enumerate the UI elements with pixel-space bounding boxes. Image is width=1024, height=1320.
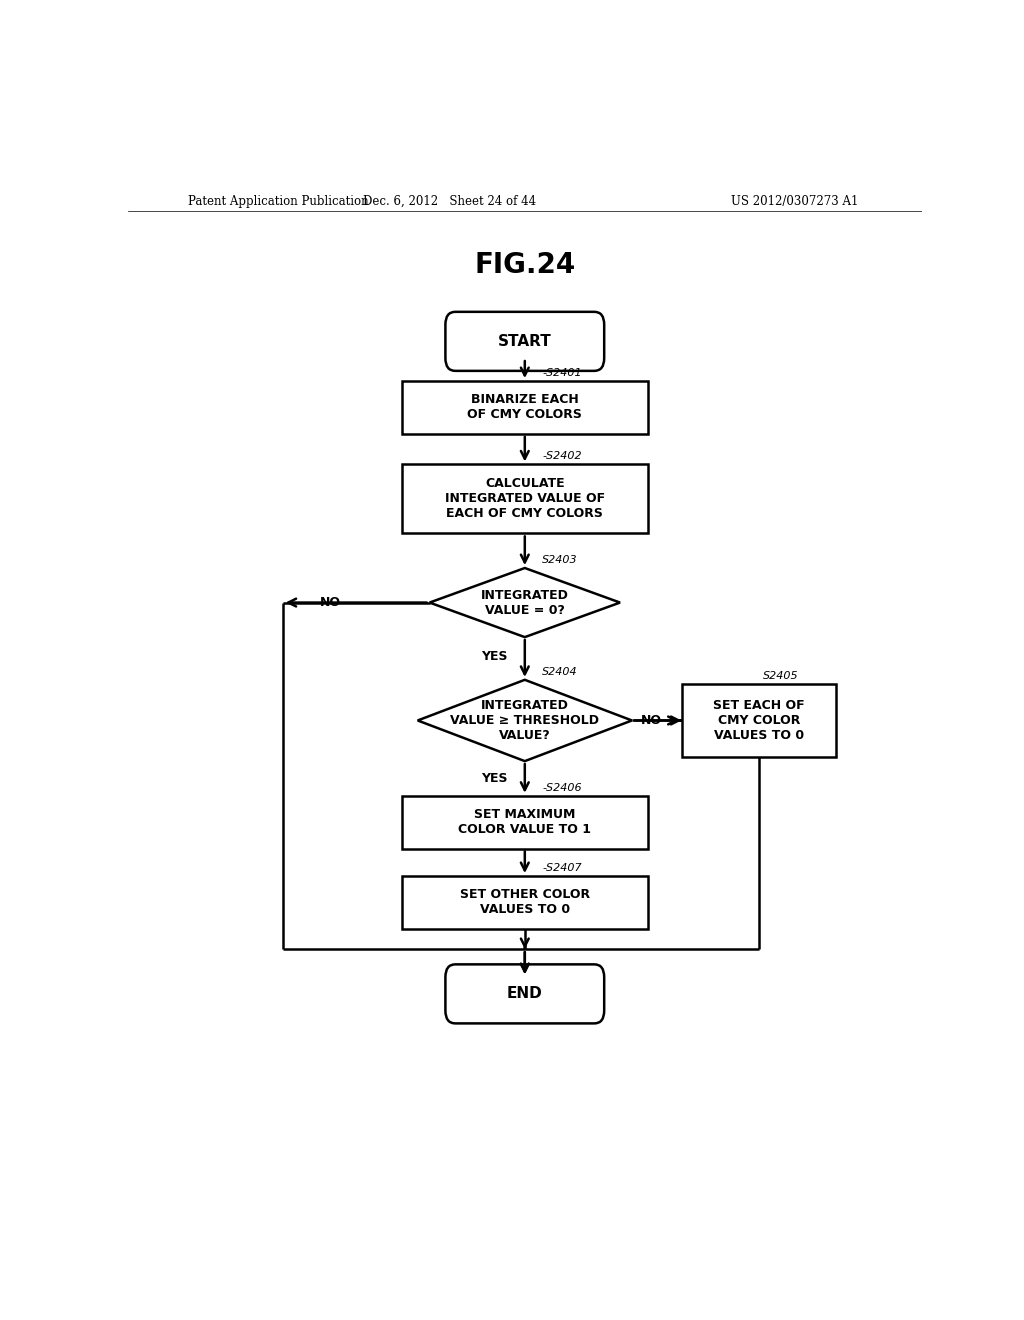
FancyBboxPatch shape bbox=[445, 965, 604, 1023]
Text: FIG.24: FIG.24 bbox=[474, 251, 575, 279]
FancyBboxPatch shape bbox=[445, 312, 604, 371]
Polygon shape bbox=[418, 680, 632, 762]
Text: -S2407: -S2407 bbox=[543, 863, 582, 873]
Text: -S2402: -S2402 bbox=[543, 451, 582, 461]
Text: YES: YES bbox=[481, 649, 508, 663]
Text: INTEGRATED
VALUE = 0?: INTEGRATED VALUE = 0? bbox=[481, 589, 568, 616]
Bar bbox=[401, 465, 648, 533]
Text: YES: YES bbox=[481, 772, 508, 785]
Text: SET OTHER COLOR
VALUES TO 0: SET OTHER COLOR VALUES TO 0 bbox=[460, 888, 590, 916]
Text: Patent Application Publication: Patent Application Publication bbox=[187, 194, 369, 207]
Text: NO: NO bbox=[319, 597, 341, 609]
Text: SET MAXIMUM
COLOR VALUE TO 1: SET MAXIMUM COLOR VALUE TO 1 bbox=[459, 808, 591, 836]
Text: -S2401: -S2401 bbox=[543, 368, 582, 378]
Text: US 2012/0307273 A1: US 2012/0307273 A1 bbox=[731, 194, 858, 207]
Text: Dec. 6, 2012   Sheet 24 of 44: Dec. 6, 2012 Sheet 24 of 44 bbox=[362, 194, 536, 207]
Text: -S2406: -S2406 bbox=[543, 783, 582, 792]
Text: INTEGRATED
VALUE ≥ THRESHOLD
VALUE?: INTEGRATED VALUE ≥ THRESHOLD VALUE? bbox=[451, 700, 599, 742]
Bar bbox=[401, 796, 648, 849]
Text: NO: NO bbox=[641, 714, 663, 727]
Text: START: START bbox=[498, 334, 552, 348]
Text: S2404: S2404 bbox=[543, 667, 578, 677]
Polygon shape bbox=[430, 568, 620, 638]
Text: BINARIZE EACH
OF CMY COLORS: BINARIZE EACH OF CMY COLORS bbox=[467, 393, 583, 421]
Text: CALCULATE
INTEGRATED VALUE OF
EACH OF CMY COLORS: CALCULATE INTEGRATED VALUE OF EACH OF CM… bbox=[444, 478, 605, 520]
Text: S2405: S2405 bbox=[763, 671, 799, 681]
Bar bbox=[401, 381, 648, 434]
Text: SET EACH OF
CMY COLOR
VALUES TO 0: SET EACH OF CMY COLOR VALUES TO 0 bbox=[713, 700, 805, 742]
Bar bbox=[401, 876, 648, 929]
Text: S2403: S2403 bbox=[543, 554, 578, 565]
Text: END: END bbox=[507, 986, 543, 1002]
Bar bbox=[682, 684, 837, 758]
